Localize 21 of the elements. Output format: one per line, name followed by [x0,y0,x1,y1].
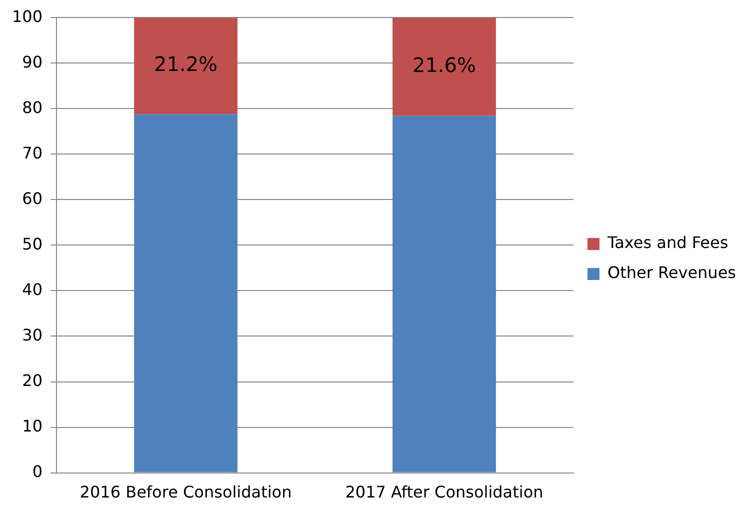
y-tick-label: 20 [22,370,43,390]
x-tick-label: 2016 Before Consolidation [80,482,292,502]
y-tick-label: 30 [22,325,43,344]
y-tick-label: 70 [22,143,43,162]
y-tick-label: 40 [22,280,43,299]
y-tick-label: 80 [22,98,43,117]
y-tick-label: 100 [12,6,43,26]
legend-label: Other Revenues [607,263,736,282]
bar [134,18,238,114]
data-label: 21.2% [154,52,218,76]
data-label: 21.6% [412,52,476,77]
y-tick-label: 10 [22,416,43,436]
bar [392,116,496,472]
bar [134,114,238,472]
y-tick-label: 60 [22,188,43,208]
legend-label: Taxes and Fees [606,233,728,252]
y-tick-label: 50 [22,234,43,254]
y-tick-label: 0 [32,462,43,481]
bar [392,18,496,116]
x-tick-label: 2017 After Consolidation [345,482,544,502]
y-tick-label: 90 [22,52,43,72]
